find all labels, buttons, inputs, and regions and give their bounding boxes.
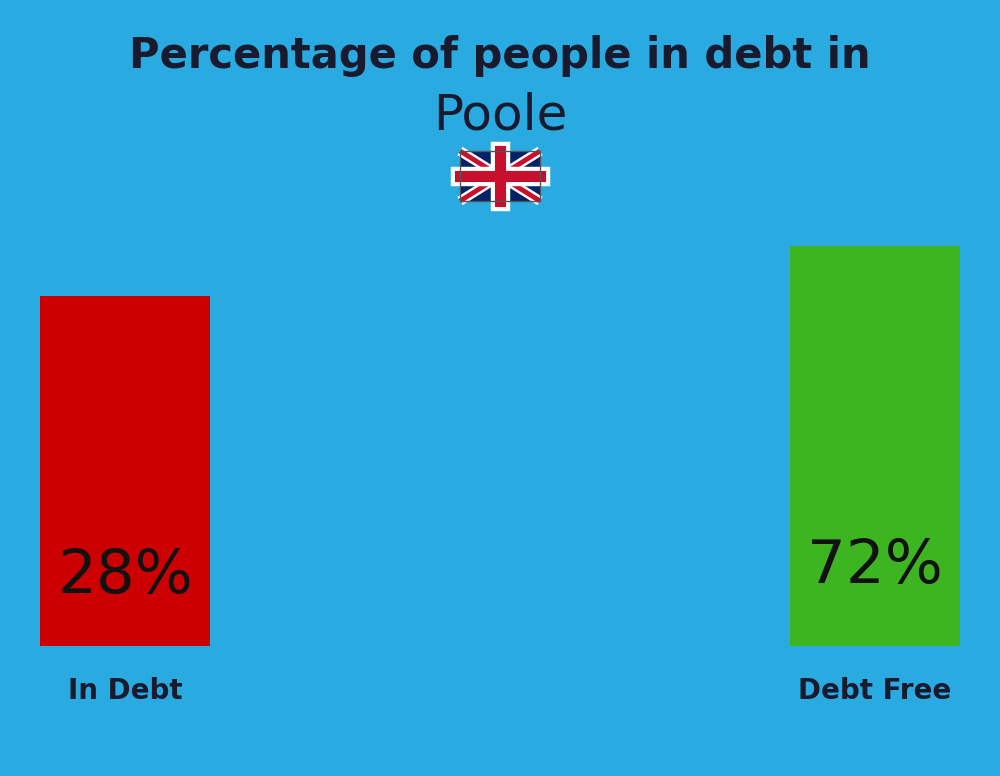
Text: Poole: Poole — [433, 92, 567, 140]
Bar — [790, 246, 960, 646]
Bar — [460, 151, 540, 201]
Text: Percentage of people in debt in: Percentage of people in debt in — [129, 35, 871, 77]
Text: 28%: 28% — [57, 546, 193, 605]
Text: In Debt: In Debt — [68, 677, 182, 705]
Text: Debt Free: Debt Free — [798, 677, 952, 705]
Bar — [40, 296, 210, 646]
Bar — [460, 151, 540, 201]
Text: 72%: 72% — [807, 536, 943, 595]
